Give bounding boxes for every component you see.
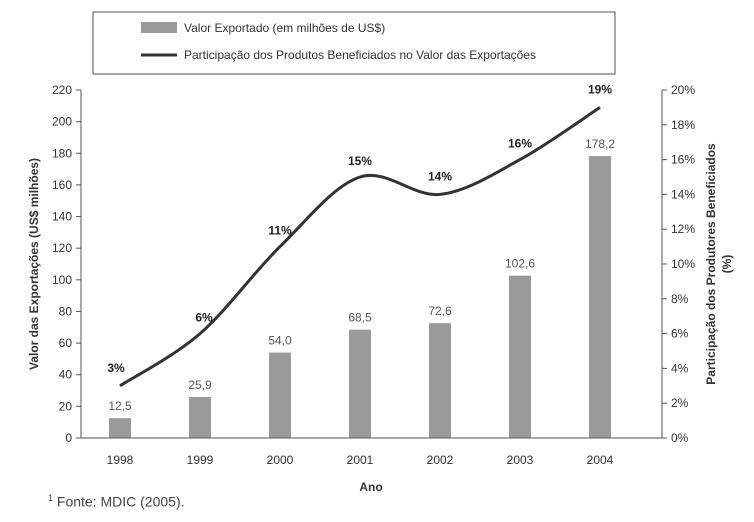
legend-line-label: Participação dos Produtos Beneficiados n…: [184, 48, 536, 62]
right-tick-label: 16%: [671, 153, 695, 167]
bar-value-label: 72,6: [428, 304, 452, 318]
footnote: 1 Fonte: MDIC (2005).: [48, 493, 185, 510]
right-tick-label: 10%: [671, 257, 695, 271]
left-tick-label: 200: [52, 115, 72, 129]
x-tick-label: 1998: [107, 453, 134, 467]
right-tick-label: 0%: [671, 431, 689, 445]
bar: [509, 275, 531, 438]
left-tick-label: 180: [52, 146, 72, 160]
right-tick-label: 20%: [671, 83, 695, 97]
bar-value-label: 68,5: [348, 311, 372, 325]
left-tick-label: 20: [59, 399, 73, 413]
footnote-text: Fonte: MDIC (2005).: [56, 493, 185, 510]
footnote-marker: 1: [48, 493, 54, 503]
bars: [109, 156, 611, 438]
bar-value-label: 25,9: [188, 378, 212, 392]
legend: Valor Exportado (em milhões de US$) Part…: [92, 11, 616, 75]
bar: [429, 323, 451, 438]
participation-line: [119, 106, 601, 388]
left-axis-ticks: 0 20 40 60 80 100 120 140 160 180 200 220: [52, 83, 81, 445]
line-value-label: 11%: [268, 224, 292, 238]
x-axis-ticks: 1998 1999 2000 2001 2002 2003 2004: [107, 453, 614, 467]
line-value-label: 6%: [195, 311, 213, 325]
bar-value-label: 102,6: [505, 257, 535, 271]
bar: [349, 329, 371, 438]
line-value-label: 3%: [107, 361, 125, 375]
bar-value-labels: 12,5 25,9 54,0 68,5 72,6 102,6 178,2: [108, 137, 615, 413]
legend-bar-label: Valor Exportado (em milhões de US$): [184, 21, 385, 35]
left-tick-label: 60: [59, 336, 73, 350]
bar: [109, 418, 131, 438]
x-tick-label: 1999: [187, 453, 214, 467]
line-value-label: 19%: [588, 82, 612, 96]
left-tick-label: 140: [52, 210, 72, 224]
right-tick-label: 18%: [671, 118, 695, 132]
left-tick-label: 40: [59, 368, 73, 382]
line-value-label: 15%: [348, 154, 372, 168]
bar-value-label: 12,5: [108, 399, 132, 413]
right-tick-label: 4%: [671, 361, 689, 375]
right-tick-label: 8%: [671, 292, 689, 306]
x-tick-label: 2003: [507, 453, 534, 467]
x-tick-label: 2004: [587, 453, 614, 467]
right-tick-label: 6%: [671, 327, 689, 341]
right-tick-label: 2%: [671, 396, 689, 410]
x-tick-label: 2001: [347, 453, 374, 467]
line-value-labels: 3% 6% 11% 15% 14% 16% 19%: [107, 82, 612, 374]
legend-box: [92, 11, 616, 75]
legend-bar-swatch: [141, 22, 177, 33]
right-tick-label: 12%: [671, 222, 695, 236]
y2-axis-title-line1: Participação dos Produtores Beneficiados: [704, 143, 718, 385]
left-tick-label: 160: [52, 178, 72, 192]
y2-axis-title-line2: (%): [720, 255, 734, 274]
right-tick-label: 14%: [671, 187, 695, 201]
line-value-label: 16%: [508, 137, 532, 151]
bar-value-label: 178,2: [585, 137, 615, 151]
left-tick-label: 220: [52, 83, 72, 97]
right-axis-ticks: 0% 2% 4% 6% 8% 10% 12% 14% 16% 18% 20%: [662, 83, 695, 445]
left-tick-label: 100: [52, 273, 72, 287]
left-tick-label: 0: [65, 431, 72, 445]
left-tick-label: 120: [52, 241, 72, 255]
x-tick-label: 2002: [427, 453, 454, 467]
line-value-label: 14%: [428, 169, 452, 183]
bar: [189, 397, 211, 438]
bar-value-label: 54,0: [268, 334, 292, 348]
x-axis-title: Ano: [359, 480, 382, 494]
left-tick-label: 80: [59, 304, 73, 318]
bar: [589, 156, 611, 438]
y-axis-title: Valor das Exportações (US$ milhões): [27, 158, 41, 370]
x-tick-label: 2000: [267, 453, 294, 467]
bar: [269, 352, 291, 438]
